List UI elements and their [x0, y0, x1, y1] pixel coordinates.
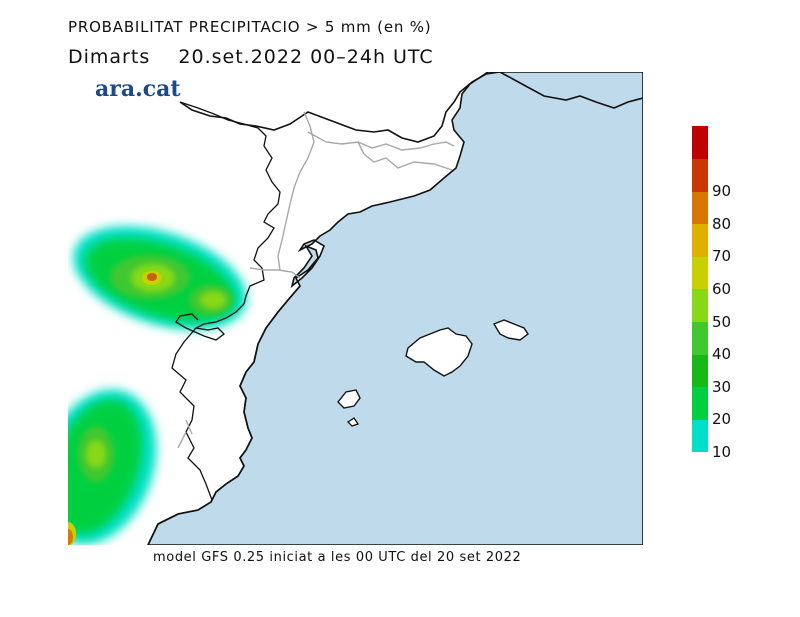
region-border-south	[171, 327, 213, 501]
legend-label: 60	[712, 280, 732, 298]
model-info-footer: model GFS 0.25 iniciat a les 00 UTC del …	[153, 550, 522, 565]
province-boundaries	[177, 111, 455, 449]
legend-swatch	[692, 386, 708, 420]
legend-swatch	[692, 223, 708, 257]
legend-swatch	[692, 158, 708, 192]
date-range-label: 20.set.2022 00–24h UTC	[178, 46, 434, 68]
map-title: PROBABILITAT PRECIPITACIO > 5 mm (en %)	[68, 18, 432, 36]
legend-label: 40	[712, 345, 732, 364]
coastline	[147, 285, 301, 545]
ebro-delta-outline	[175, 303, 245, 341]
brand-logo: ara.cat	[95, 76, 181, 102]
precip-blob-southwest	[68, 389, 157, 545]
legend-swatch	[692, 289, 708, 323]
day-label: Dimarts	[68, 46, 151, 68]
legend-swatch	[692, 321, 708, 355]
legend-label: 70	[712, 247, 732, 266]
legend-label: 80	[712, 214, 732, 233]
island-ibiza	[337, 389, 361, 409]
france-border	[179, 72, 643, 143]
legend-swatch	[692, 126, 708, 160]
precipitation-map	[68, 72, 643, 545]
legend-swatch	[692, 256, 708, 290]
legend-label: 50	[712, 312, 732, 331]
island-formentera	[346, 417, 360, 427]
legend-label: 10	[712, 443, 732, 461]
precip-blob-north	[73, 226, 247, 330]
legend-label: 90	[712, 182, 732, 201]
legend-label: 30	[712, 377, 732, 396]
legend-label: 20	[712, 410, 732, 429]
legend-swatch	[692, 419, 708, 453]
island-menorca	[492, 319, 529, 341]
map-subtitle: Dimarts 20.set.2022 00–24h UTC	[68, 46, 434, 68]
legend-swatch	[692, 354, 708, 388]
legend-swatch	[692, 191, 708, 225]
island-mallorca	[405, 327, 473, 377]
